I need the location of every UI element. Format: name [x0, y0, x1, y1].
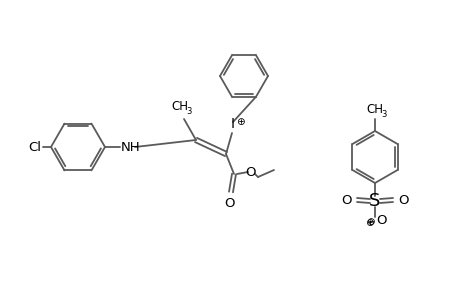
Text: 3: 3 — [381, 110, 386, 119]
Text: ⊕: ⊕ — [364, 218, 373, 228]
Text: O: O — [375, 214, 386, 227]
Text: O: O — [224, 197, 235, 210]
Text: O: O — [341, 194, 351, 206]
Text: CH: CH — [171, 100, 188, 113]
Text: I: I — [230, 117, 235, 131]
Text: O: O — [397, 194, 408, 206]
Text: O: O — [245, 166, 256, 178]
Text: NH: NH — [121, 140, 140, 154]
Text: ⊕: ⊕ — [235, 117, 244, 127]
Text: ⊖: ⊖ — [365, 217, 374, 227]
Text: 3: 3 — [186, 107, 191, 116]
Text: CH: CH — [366, 103, 383, 116]
Text: Cl: Cl — [28, 140, 41, 154]
Text: S: S — [369, 192, 380, 210]
